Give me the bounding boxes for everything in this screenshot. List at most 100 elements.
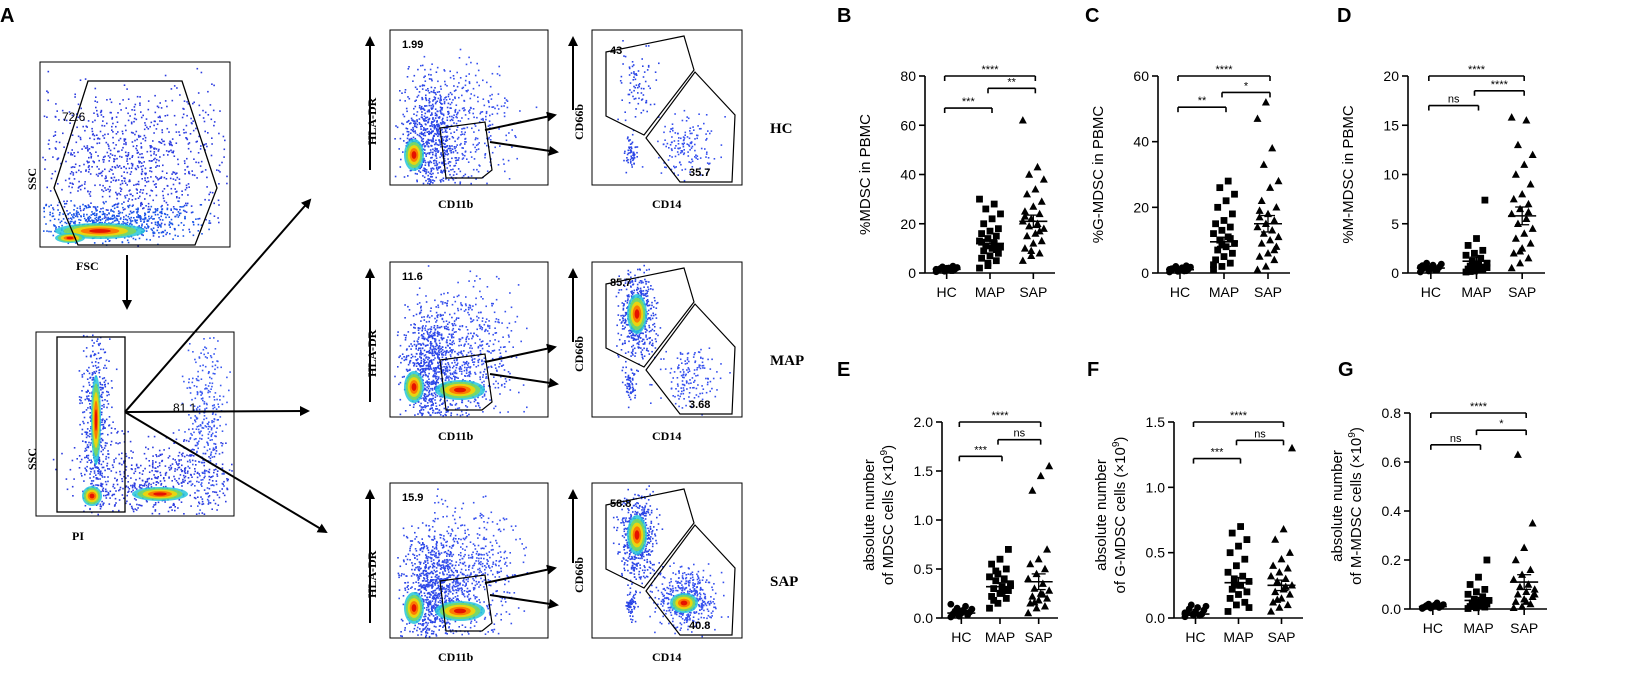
event-dot <box>131 156 133 158</box>
event-dot <box>166 214 169 216</box>
event-dot <box>101 189 103 191</box>
event-dot <box>427 174 429 177</box>
event-dot <box>657 140 659 143</box>
event-dot <box>124 177 126 180</box>
event-dot <box>52 234 55 237</box>
event-dot <box>205 417 208 420</box>
event-dot <box>159 177 162 179</box>
event-dot <box>444 363 447 365</box>
event-dot <box>441 172 443 174</box>
event-dot <box>476 315 478 318</box>
event-dot <box>417 401 420 403</box>
event-dot <box>72 183 74 185</box>
event-dot <box>105 216 107 219</box>
event-dot <box>141 473 144 475</box>
event-dot <box>417 343 420 345</box>
event-dot <box>454 108 457 111</box>
event-dot <box>435 382 437 384</box>
event-dot <box>635 74 638 76</box>
event-dot <box>71 186 73 189</box>
event-dot <box>498 277 500 280</box>
event-dot <box>213 404 215 406</box>
event-dot <box>102 201 105 203</box>
event-dot <box>118 212 121 215</box>
event-dot <box>403 375 405 378</box>
event-dot <box>101 391 104 394</box>
event-dot <box>436 163 439 165</box>
event-dot <box>213 424 216 427</box>
event-dot <box>143 221 145 223</box>
event-dot <box>140 116 143 119</box>
event-dot <box>102 487 105 490</box>
event-dot <box>106 122 108 125</box>
event-dot <box>445 125 448 127</box>
event-dot <box>104 177 106 180</box>
event-dot <box>429 101 431 103</box>
event-dot <box>104 442 107 444</box>
event-dot <box>212 412 214 414</box>
event-dot <box>160 231 163 234</box>
event-dot <box>423 120 426 122</box>
event-dot <box>463 363 466 366</box>
event-dot <box>454 369 457 372</box>
event-dot <box>691 132 693 135</box>
event-dot <box>222 135 225 138</box>
event-dot <box>82 350 85 352</box>
event-dot <box>142 189 145 191</box>
event-dot <box>216 494 219 496</box>
event-dot <box>447 153 450 155</box>
event-dot <box>434 370 436 372</box>
event-dot <box>69 122 71 124</box>
event-dot <box>398 383 400 386</box>
event-dot <box>203 446 206 448</box>
event-dot <box>164 474 167 476</box>
event-dot <box>491 93 493 96</box>
event-dot <box>116 157 118 160</box>
event-dot <box>85 432 88 434</box>
event-dot <box>439 94 441 97</box>
event-dot <box>174 179 177 181</box>
event-dot <box>447 147 450 150</box>
event-dot <box>485 110 488 113</box>
event-dot <box>100 437 103 440</box>
event-dot <box>428 389 431 392</box>
event-dot <box>180 459 182 461</box>
event-dot <box>107 391 110 393</box>
event-dot <box>468 375 471 378</box>
event-dot <box>211 83 213 85</box>
event-dot <box>131 211 134 214</box>
event-dot <box>489 135 492 137</box>
event-dot <box>626 153 629 156</box>
event-dot <box>647 64 650 67</box>
event-dot <box>101 170 104 172</box>
event-dot <box>135 464 138 467</box>
event-dot <box>455 89 457 91</box>
event-dot <box>396 126 399 129</box>
event-dot <box>167 193 169 196</box>
event-dot <box>408 66 410 68</box>
event-dot <box>88 165 90 167</box>
event-dot <box>190 417 192 419</box>
event-dot <box>446 151 448 153</box>
event-dot <box>204 475 206 478</box>
event-dot <box>632 159 634 162</box>
event-dot <box>504 310 507 313</box>
event-dot <box>107 382 109 385</box>
event-dot <box>204 198 206 201</box>
event-dot <box>419 123 421 125</box>
event-dot <box>443 102 446 105</box>
event-dot <box>416 123 419 126</box>
event-dot <box>111 387 113 389</box>
event-dot <box>181 402 184 405</box>
event-dot <box>198 412 201 415</box>
event-dot <box>102 190 105 193</box>
event-dot <box>156 470 159 473</box>
event-dot <box>93 220 95 222</box>
event-dot <box>85 125 88 128</box>
event-dot <box>209 425 211 428</box>
event-dot <box>152 231 154 233</box>
event-dot <box>624 111 626 113</box>
event-dot <box>647 45 650 47</box>
event-dot <box>406 137 409 140</box>
event-dot <box>633 157 636 159</box>
